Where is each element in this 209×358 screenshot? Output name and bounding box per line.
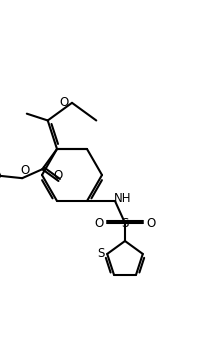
Text: S: S: [98, 247, 105, 260]
Text: S: S: [121, 217, 129, 229]
Text: O: O: [94, 217, 104, 229]
Text: O: O: [54, 169, 63, 183]
Text: NH: NH: [114, 192, 132, 204]
Text: O: O: [59, 96, 69, 109]
Text: O: O: [20, 164, 30, 177]
Text: O: O: [146, 217, 156, 229]
